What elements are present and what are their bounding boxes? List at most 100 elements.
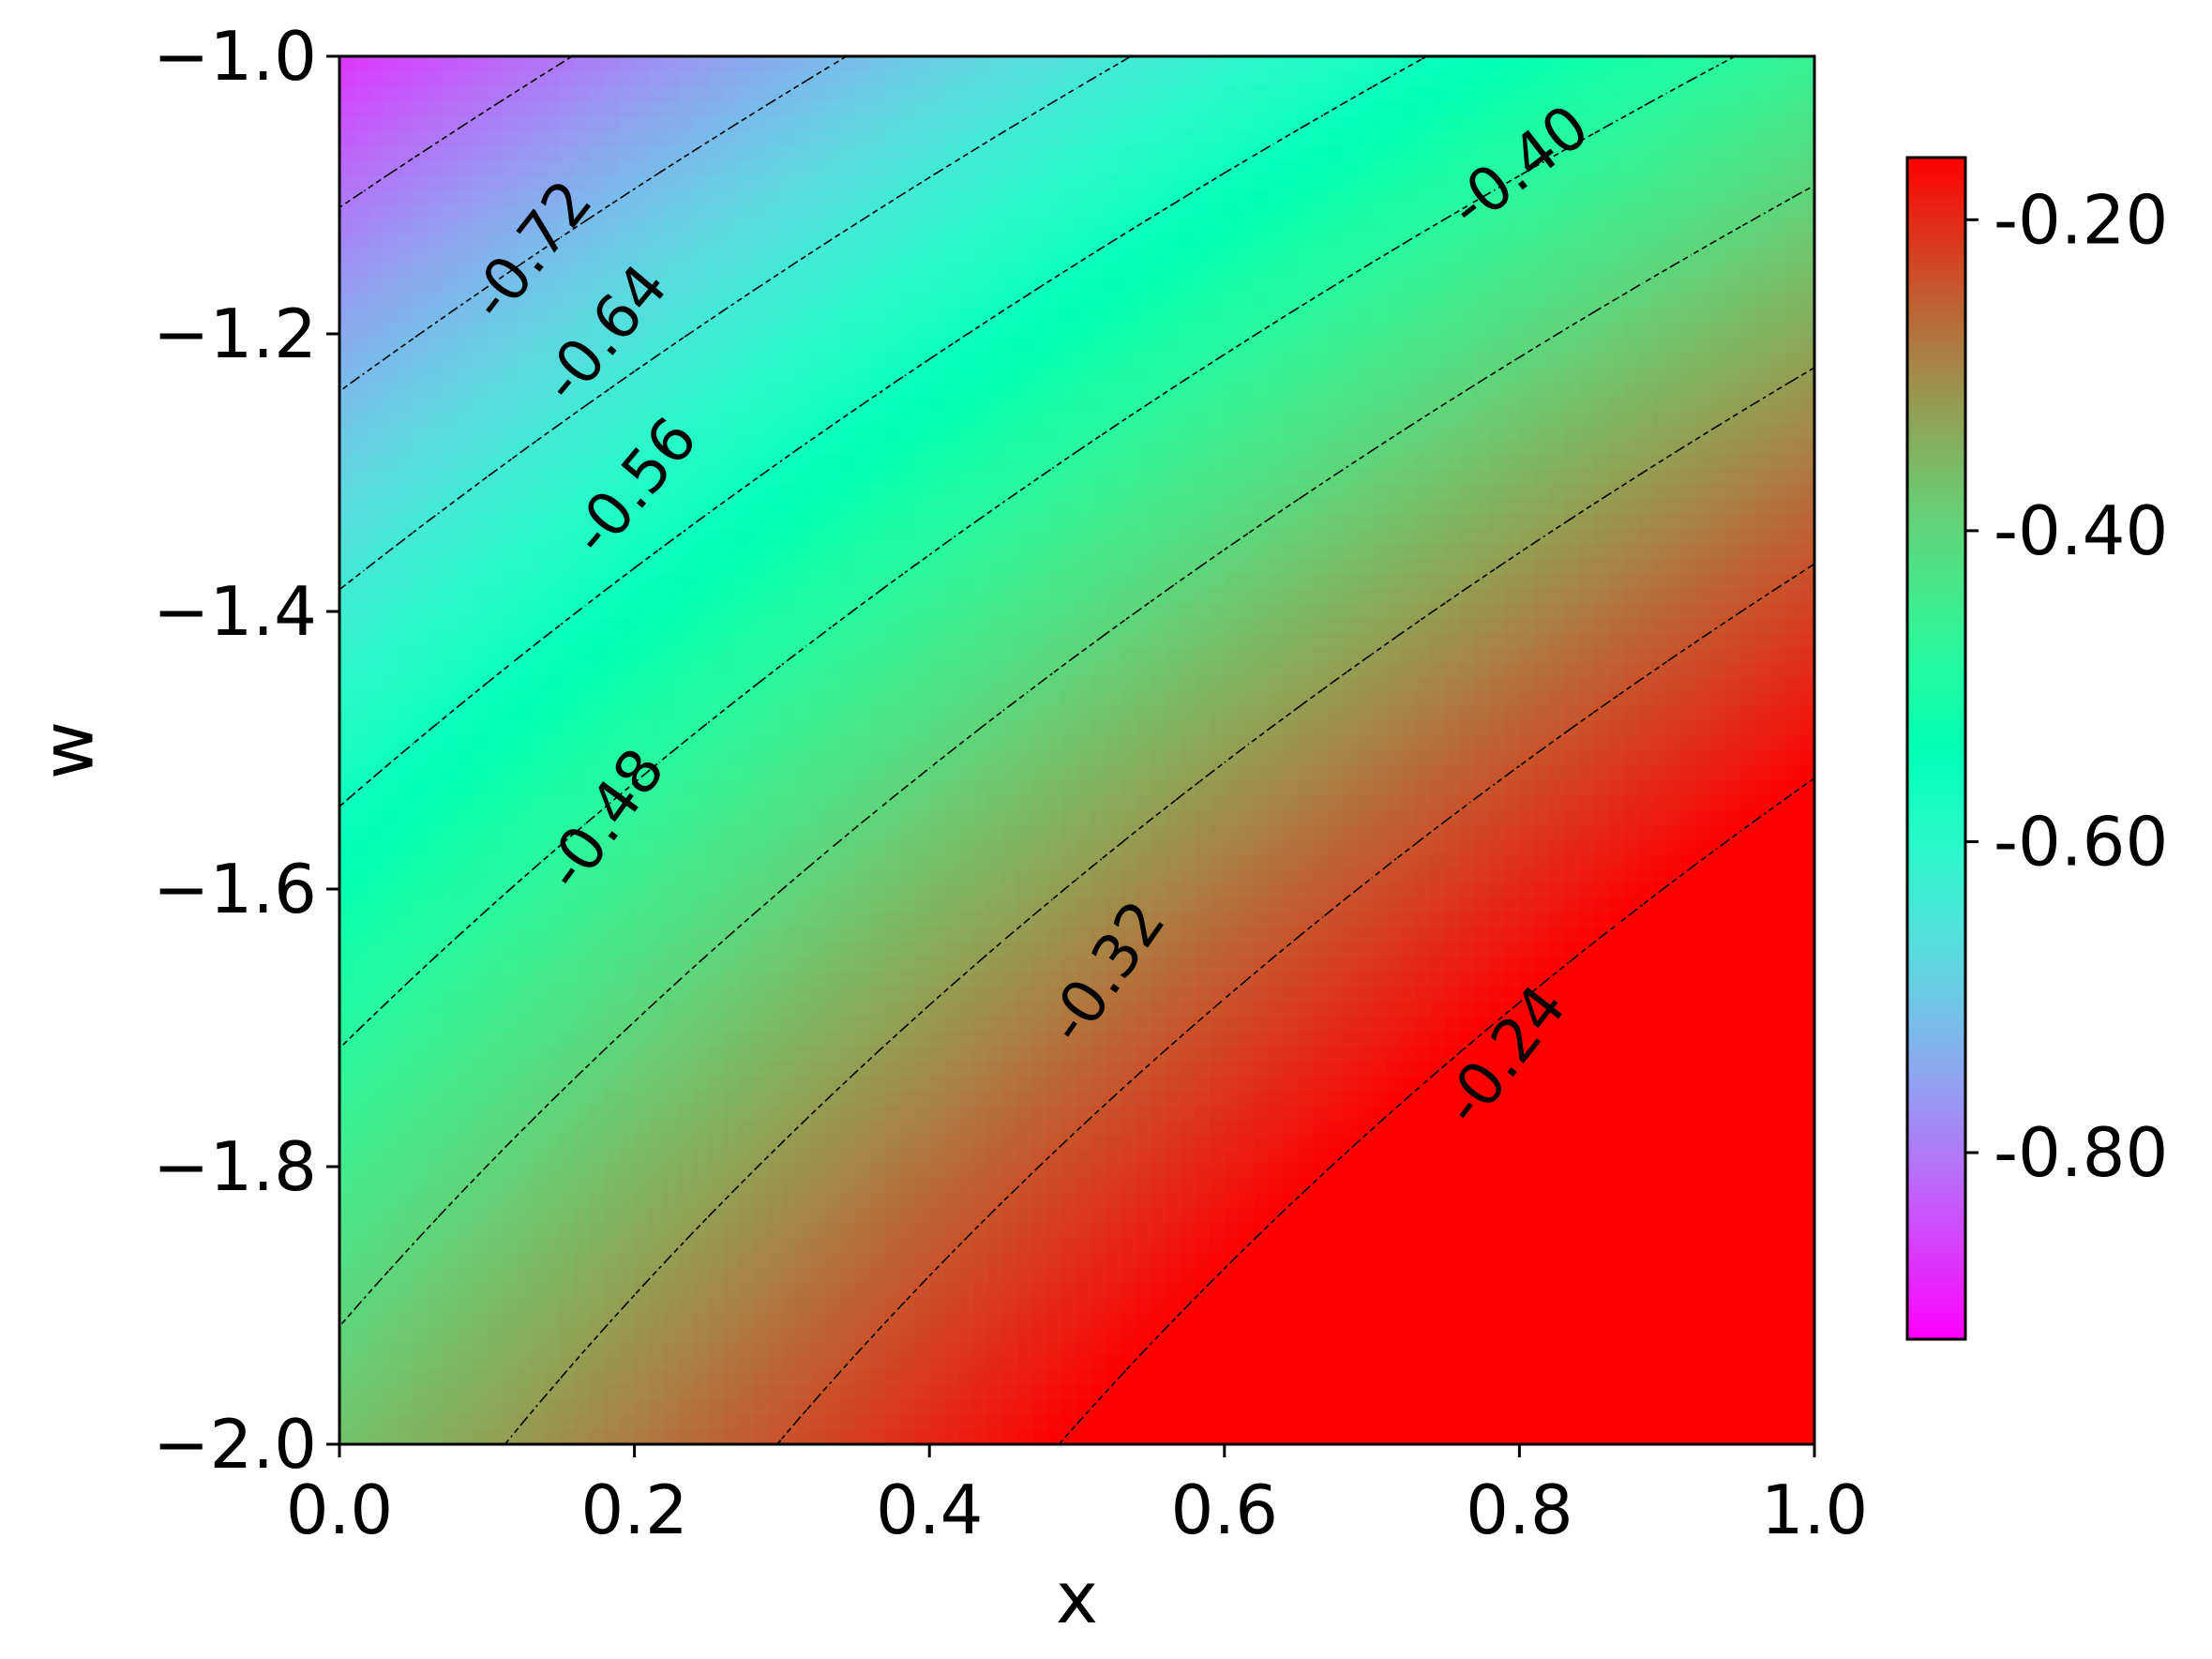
heatmap-cell	[1106, 366, 1122, 382]
heatmap-cell	[664, 248, 680, 264]
heatmap-cell	[369, 455, 384, 471]
heatmap-cell	[958, 705, 974, 722]
heatmap-cell	[767, 676, 783, 692]
heatmap-cell	[560, 528, 577, 545]
heatmap-cell	[369, 469, 384, 486]
heatmap-cell	[457, 1340, 474, 1357]
heatmap-cell	[899, 159, 916, 175]
heatmap-cell	[708, 189, 724, 205]
heatmap-cell	[428, 159, 444, 175]
heatmap-cell	[693, 1031, 709, 1047]
heatmap-cell	[369, 764, 384, 781]
heatmap-cell	[1076, 396, 1092, 412]
heatmap-cell	[1061, 882, 1078, 899]
heatmap-cell	[487, 735, 503, 751]
heatmap-cell	[502, 85, 518, 101]
heatmap-cell	[1047, 1045, 1063, 1062]
heatmap-cell	[1091, 1134, 1107, 1150]
heatmap-cell	[590, 617, 606, 633]
heatmap-cell	[619, 1016, 636, 1032]
heatmap-cell	[413, 70, 429, 87]
heatmap-cell	[428, 455, 444, 471]
heatmap-cell	[929, 823, 945, 840]
heatmap-cell	[958, 720, 974, 736]
heatmap-cell	[619, 1075, 636, 1091]
heatmap-cell	[811, 1134, 827, 1150]
heatmap-cell	[428, 396, 444, 412]
heatmap-cell	[384, 159, 399, 175]
heatmap-cell	[1106, 646, 1122, 663]
heatmap-cell	[855, 514, 871, 530]
heatmap-cell	[855, 1281, 871, 1298]
heatmap-cell	[1032, 204, 1048, 219]
heatmap-cell	[929, 587, 945, 604]
heatmap-cell	[958, 691, 974, 707]
heatmap-cell	[354, 528, 370, 545]
heatmap-cell	[339, 1001, 355, 1017]
heatmap-cell	[708, 1370, 724, 1386]
heatmap-cell	[943, 70, 960, 87]
heatmap-cell	[398, 204, 414, 219]
heatmap-cell	[678, 794, 695, 810]
heatmap-cell	[840, 691, 857, 707]
heatmap-cell	[1076, 292, 1092, 309]
heatmap-cell	[708, 1149, 724, 1165]
heatmap-cell	[914, 1178, 930, 1194]
heatmap-cell	[531, 1340, 547, 1357]
heatmap-cell	[885, 794, 901, 810]
heatmap-cell	[339, 1016, 355, 1032]
heatmap-cell	[678, 144, 695, 160]
heatmap-cell	[840, 957, 857, 973]
heatmap-cell	[428, 499, 444, 515]
heatmap-cell	[1047, 1237, 1063, 1253]
heatmap-cell	[649, 1222, 665, 1239]
heatmap-cell	[634, 764, 650, 781]
heatmap-cell	[988, 676, 1004, 692]
heatmap-cell	[575, 1075, 592, 1091]
heatmap-cell	[664, 573, 680, 589]
heatmap-cell	[428, 85, 444, 101]
heatmap-cell	[811, 219, 827, 234]
heatmap-cell	[605, 1267, 621, 1283]
heatmap-cell	[1106, 219, 1122, 234]
heatmap-cell	[899, 587, 916, 604]
heatmap-cell	[590, 1267, 606, 1283]
heatmap-cell	[796, 1001, 812, 1017]
heatmap-cell	[634, 278, 650, 294]
heatmap-cell	[398, 1222, 414, 1239]
heatmap-cell	[339, 233, 355, 249]
heatmap-cell	[737, 823, 754, 840]
heatmap-cell	[634, 189, 650, 205]
heatmap-cell	[1002, 632, 1019, 648]
heatmap-cell	[398, 396, 414, 412]
heatmap-cell	[1017, 573, 1033, 589]
heatmap-cell	[1061, 1311, 1078, 1327]
heatmap-cell	[413, 1134, 429, 1150]
heatmap-cell	[943, 720, 960, 736]
heatmap-cell	[428, 144, 444, 160]
heatmap-cell	[369, 558, 384, 574]
heatmap-cell	[1091, 70, 1107, 87]
heatmap-cell	[840, 646, 857, 663]
heatmap-cell	[384, 617, 399, 633]
heatmap-cell	[634, 114, 650, 131]
heatmap-cell	[575, 307, 592, 323]
heatmap-cell	[781, 1134, 798, 1150]
heatmap-cell	[958, 1340, 974, 1357]
heatmap-cell	[1061, 587, 1078, 604]
heatmap-cell	[973, 764, 989, 781]
heatmap-cell	[943, 676, 960, 692]
heatmap-cell	[605, 853, 621, 869]
heatmap-cell	[973, 617, 989, 633]
heatmap-cell	[973, 219, 989, 234]
heatmap-cell	[943, 691, 960, 707]
heatmap-cell	[443, 204, 459, 219]
heatmap-cell	[943, 912, 960, 928]
heatmap-cell	[855, 322, 871, 338]
heatmap-cell	[369, 1237, 384, 1253]
heatmap-cell	[678, 292, 695, 309]
heatmap-cell	[693, 1296, 709, 1312]
heatmap-cell	[929, 764, 945, 781]
heatmap-cell	[988, 617, 1004, 633]
heatmap-cell	[693, 927, 709, 943]
